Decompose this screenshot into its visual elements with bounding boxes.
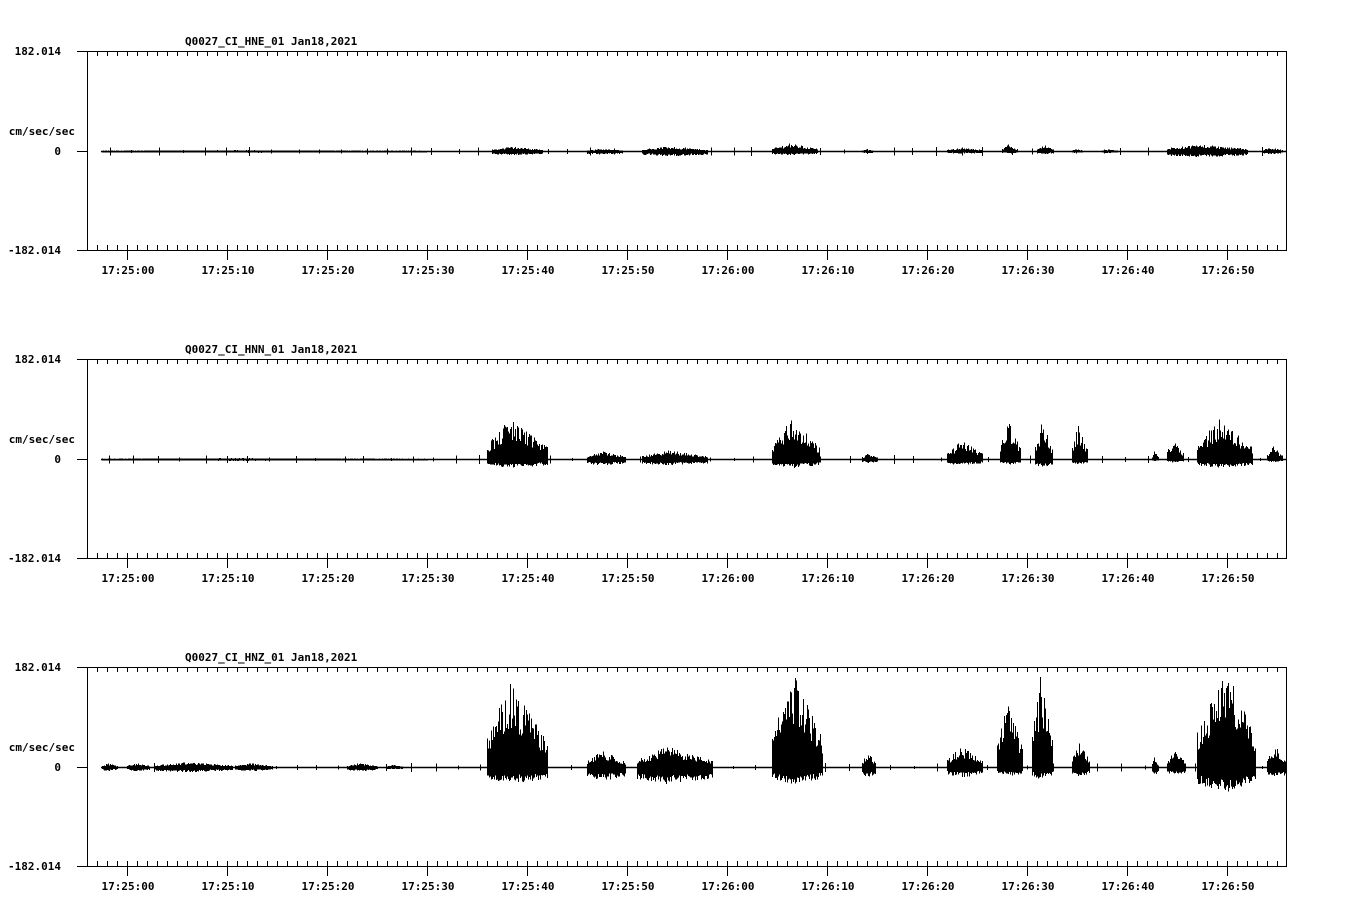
x-tick-label: 17:26:30	[1002, 264, 1055, 277]
y-min-label: -182.014	[8, 860, 61, 873]
y-zero-label: 0	[54, 145, 61, 158]
x-tick-label: 17:25:20	[302, 264, 355, 277]
y-zero-label: 0	[54, 453, 61, 466]
x-tick-label: 17:26:20	[902, 264, 955, 277]
x-tick-label: 17:26:10	[802, 572, 855, 585]
x-tick-label: 17:25:00	[102, 572, 155, 585]
y-axis-unit-label: cm/sec/sec	[9, 125, 75, 138]
x-tick-label: 17:26:40	[1102, 880, 1155, 893]
x-tick-label: 17:26:10	[802, 264, 855, 277]
panel-title: Q0027_CI_HNE_01 Jan18,2021	[185, 35, 358, 48]
y-axis-unit-label: cm/sec/sec	[9, 433, 75, 446]
panel-title: Q0027_CI_HNN_01 Jan18,2021	[185, 343, 358, 356]
y-max-label: 182.014	[15, 45, 62, 58]
x-tick-label: 17:26:40	[1102, 572, 1155, 585]
x-tick-label: 17:26:00	[702, 264, 755, 277]
x-tick-label: 17:25:30	[402, 572, 455, 585]
x-tick-label: 17:25:10	[202, 572, 255, 585]
y-zero-label: 0	[54, 761, 61, 774]
plot-frame	[77, 51, 1287, 260]
x-tick-label: 17:26:20	[902, 572, 955, 585]
x-axis-tick-labels: 17:25:00 17:25:10 17:25:20 17:25:30 17:25:40…	[102, 880, 1255, 893]
x-tick-label: 17:25:00	[102, 880, 155, 893]
x-tick-label: 17:26:50	[1202, 880, 1255, 893]
x-tick-label: 17:26:50	[1202, 264, 1255, 277]
waveform-trace	[101, 676, 1288, 792]
x-tick-label: 17:25:30	[402, 264, 455, 277]
x-tick-label: 17:25:10	[202, 264, 255, 277]
plot-frame	[77, 667, 1287, 876]
y-max-label: 182.014	[15, 661, 62, 674]
x-tick-label: 17:26:00	[702, 572, 755, 585]
x-tick-label: 17:25:50	[602, 264, 655, 277]
waveform-trace	[101, 419, 1286, 468]
y-max-label: 182.014	[15, 353, 62, 366]
x-tick-label: 17:26:20	[902, 880, 955, 893]
x-tick-label: 17:26:10	[802, 880, 855, 893]
seismogram-panel-hnz: Q0027_CI_HNZ_01 Jan18,2021 182.014 cm/se…	[8, 651, 1288, 893]
x-axis-tick-labels: 17:25:00 17:25:10 17:25:20 17:25:30 17:25:40…	[102, 264, 1255, 277]
x-tick-label: 17:25:00	[102, 264, 155, 277]
waveform-trace	[101, 143, 1286, 157]
x-tick-label: 17:25:10	[202, 880, 255, 893]
x-tick-label: 17:25:40	[502, 572, 555, 585]
x-tick-label: 17:26:30	[1002, 572, 1055, 585]
y-min-label: -182.014	[8, 552, 61, 565]
panel-title: Q0027_CI_HNZ_01 Jan18,2021	[185, 651, 358, 664]
x-tick-label: 17:25:50	[602, 880, 655, 893]
plot-frame	[77, 359, 1287, 568]
x-tick-label: 17:25:50	[602, 572, 655, 585]
seismogram-panel-hne: Q0027_CI_HNE_01 Jan18,2021 182.014 cm/se…	[8, 35, 1287, 277]
x-axis-tick-labels: 17:25:00 17:25:10 17:25:20 17:25:30 17:25:40…	[102, 572, 1255, 585]
x-tick-label: 17:26:00	[702, 880, 755, 893]
x-tick-label: 17:25:40	[502, 264, 555, 277]
x-tick-label: 17:26:30	[1002, 880, 1055, 893]
x-tick-label: 17:26:40	[1102, 264, 1155, 277]
x-tick-label: 17:26:50	[1202, 572, 1255, 585]
y-axis-unit-label: cm/sec/sec	[9, 741, 75, 754]
x-tick-label: 17:25:40	[502, 880, 555, 893]
x-tick-label: 17:25:20	[302, 880, 355, 893]
seismogram-panel-hnn: Q0027_CI_HNN_01 Jan18,2021 182.014 cm/se…	[8, 343, 1287, 585]
x-tick-label: 17:25:20	[302, 572, 355, 585]
x-tick-label: 17:25:30	[402, 880, 455, 893]
y-min-label: -182.014	[8, 244, 61, 257]
